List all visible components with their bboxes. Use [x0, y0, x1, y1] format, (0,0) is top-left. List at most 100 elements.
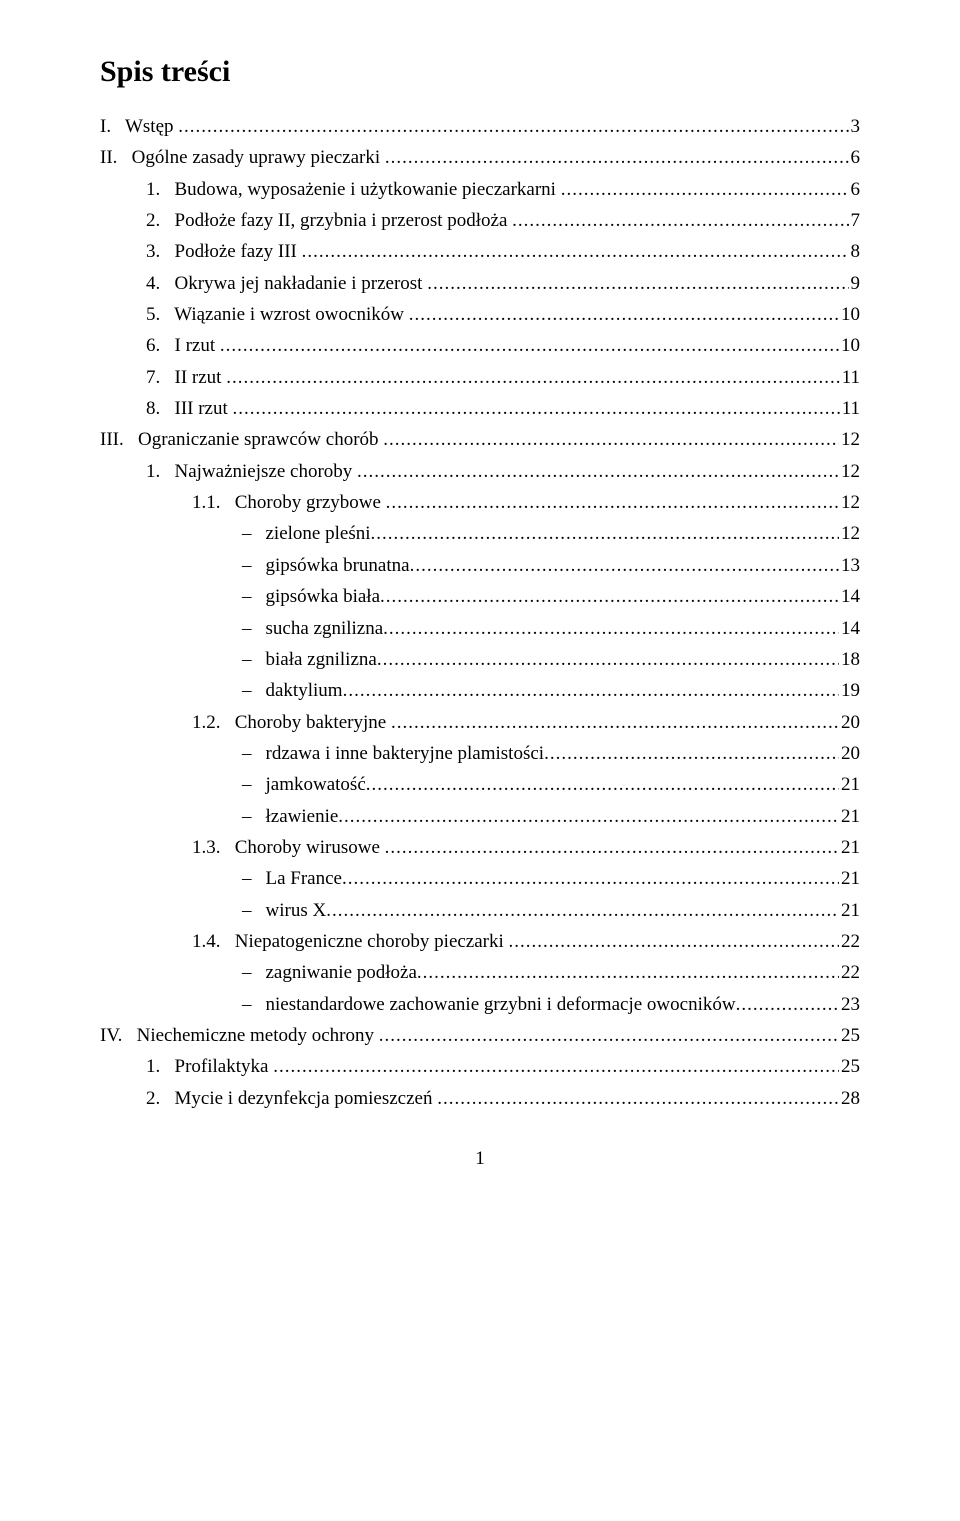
toc-leader-dots: ........................................…	[410, 550, 839, 581]
toc-leader-dots: ........................................…	[391, 707, 839, 738]
toc-entry: 1.2. Choroby bakteryjne ................…	[100, 707, 860, 738]
toc-entry: 7. II rzut .............................…	[100, 362, 860, 393]
toc-entry-page: 3	[849, 111, 861, 142]
toc-leader-dots: ........................................…	[380, 581, 839, 612]
toc-entry: – sucha zgnilizna ......................…	[100, 613, 860, 644]
toc-entry-page: 9	[849, 268, 861, 299]
toc-entry-label: – łzawienie	[242, 801, 338, 832]
toc-leader-dots: ........................................…	[366, 769, 839, 800]
toc-leader-dots: ........................................…	[437, 1083, 839, 1114]
toc-leader-dots: ........................................…	[233, 393, 840, 424]
toc-entry-label: – La France	[242, 863, 342, 894]
toc-leader-dots: ........................................…	[343, 675, 839, 706]
toc-entry-label: 1.2. Choroby bakteryjne	[192, 707, 391, 738]
toc-entry: 1.1. Choroby grzybowe ..................…	[100, 487, 860, 518]
toc-entry: I. Wstęp ...............................…	[100, 111, 860, 142]
toc-entry-label: – jamkowatość	[242, 769, 366, 800]
toc-entry-page: 12	[839, 424, 860, 455]
toc-entry-label: I. Wstęp	[100, 111, 178, 142]
toc-leader-dots: ........................................…	[386, 487, 839, 518]
toc-leader-dots: ........................................…	[736, 989, 839, 1020]
toc-entry: – zagniwanie podłoża ...................…	[100, 957, 860, 988]
toc-entry: 3. Podłoże fazy III ....................…	[100, 236, 860, 267]
toc-entry-label: – niestandardowe zachowanie grzybni i de…	[242, 989, 736, 1020]
toc-entry-label: 1. Profilaktyka	[146, 1051, 273, 1082]
toc-entry-page: 25	[839, 1020, 860, 1051]
toc-entry-label: III. Ograniczanie sprawców chorób	[100, 424, 383, 455]
toc-entry: 1. Profilaktyka ........................…	[100, 1051, 860, 1082]
toc-entry-page: 18	[839, 644, 860, 675]
toc-leader-dots: ........................................…	[326, 895, 839, 926]
toc-entry: III. Ograniczanie sprawców chorób ......…	[100, 424, 860, 455]
toc-entry-label: – wirus X	[242, 895, 326, 926]
toc-entry-label: 4. Okrywa jej nakładanie i przerost	[146, 268, 427, 299]
toc-entry: 5. Wiązanie i wzrost owocników .........…	[100, 299, 860, 330]
toc-leader-dots: ........................................…	[385, 832, 839, 863]
toc-leader-dots: ........................................…	[417, 957, 839, 988]
toc-entry-page: 12	[839, 518, 860, 549]
toc-leader-dots: ........................................…	[357, 456, 839, 487]
toc-entry-page: 10	[839, 299, 860, 330]
toc-entry-label: 1. Najważniejsze choroby	[146, 456, 357, 487]
toc-entry: – gipsówka biała .......................…	[100, 581, 860, 612]
toc-entry-label: IV. Niechemiczne metody ochrony	[100, 1020, 379, 1051]
toc-entry-page: 20	[839, 738, 860, 769]
toc-entry-page: 7	[849, 205, 861, 236]
toc-entry: 1.4. Niepatogeniczne choroby pieczarki .…	[100, 926, 860, 957]
toc-leader-dots: ........................................…	[338, 801, 839, 832]
toc-title: Spis treści	[100, 55, 860, 89]
toc-entry-page: 21	[839, 769, 860, 800]
toc-entry-page: 20	[839, 707, 860, 738]
toc-entry-page: 8	[849, 236, 861, 267]
toc-leader-dots: ........................................…	[383, 424, 839, 455]
toc-leader-dots: ........................................…	[302, 236, 849, 267]
toc-entry-page: 6	[849, 142, 861, 173]
toc-entry: 1. Budowa, wyposażenie i użytkowanie pie…	[100, 174, 860, 205]
toc-entry: 4. Okrywa jej nakładanie i przerost ....…	[100, 268, 860, 299]
toc-entry-label: 2. Mycie i dezynfekcja pomieszczeń	[146, 1083, 437, 1114]
toc-entry-page: 12	[839, 456, 860, 487]
toc-entry-page: 21	[839, 801, 860, 832]
toc-entry: – biała zgnilizna ......................…	[100, 644, 860, 675]
toc-leader-dots: ........................................…	[371, 518, 840, 549]
toc-entry: – jamkowatość ..........................…	[100, 769, 860, 800]
toc-entry-label: 1.1. Choroby grzybowe	[192, 487, 386, 518]
toc-entry-label: – zagniwanie podłoża	[242, 957, 417, 988]
toc-entry-label: 1.4. Niepatogeniczne choroby pieczarki	[192, 926, 509, 957]
toc-leader-dots: ........................................…	[512, 205, 848, 236]
toc-entry-page: 6	[849, 174, 861, 205]
toc-entry-label: 8. III rzut	[146, 393, 233, 424]
toc-entry-label: 6. I rzut	[146, 330, 220, 361]
toc-entry: – niestandardowe zachowanie grzybni i de…	[100, 989, 860, 1020]
toc-entry-page: 22	[839, 926, 860, 957]
toc-entry: – łzawienie ............................…	[100, 801, 860, 832]
toc-leader-dots: ........................................…	[561, 174, 849, 205]
toc-entry-label: 1. Budowa, wyposażenie i użytkowanie pie…	[146, 174, 561, 205]
toc-leader-dots: ........................................…	[383, 613, 839, 644]
toc-entry: II. Ogólne zasady uprawy pieczarki .....…	[100, 142, 860, 173]
toc-entry: IV. Niechemiczne metody ochrony ........…	[100, 1020, 860, 1051]
toc-entry-page: 19	[839, 675, 860, 706]
toc-entry-page: 11	[840, 393, 860, 424]
toc-entry-label: 2. Podłoże fazy II, grzybnia i przerost …	[146, 205, 512, 236]
toc-entry-page: 14	[839, 581, 860, 612]
toc-entry-page: 12	[839, 487, 860, 518]
toc-entry-page: 10	[839, 330, 860, 361]
toc-leader-dots: ........................................…	[342, 863, 839, 894]
toc-entry-label: – daktylium	[242, 675, 343, 706]
toc-leader-dots: ........................................…	[379, 1020, 839, 1051]
toc-entry-label: II. Ogólne zasady uprawy pieczarki	[100, 142, 385, 173]
toc-entry-label: – gipsówka biała	[242, 581, 380, 612]
toc-entry-label: 1.3. Choroby wirusowe	[192, 832, 385, 863]
toc-entry: 2. Podłoże fazy II, grzybnia i przerost …	[100, 205, 860, 236]
toc-leader-dots: ........................................…	[509, 926, 839, 957]
toc-entry: 1.3. Choroby wirusowe ..................…	[100, 832, 860, 863]
toc-leader-dots: ........................................…	[226, 362, 840, 393]
toc-entry-page: 21	[839, 832, 860, 863]
toc-leader-dots: ........................................…	[427, 268, 848, 299]
toc-entry-page: 28	[839, 1083, 860, 1114]
toc-entry-page: 23	[839, 989, 860, 1020]
toc-entry-label: – rdzawa i inne bakteryjne plamistości	[242, 738, 544, 769]
toc-entry-label: 7. II rzut	[146, 362, 226, 393]
toc-leader-dots: ........................................…	[385, 142, 849, 173]
